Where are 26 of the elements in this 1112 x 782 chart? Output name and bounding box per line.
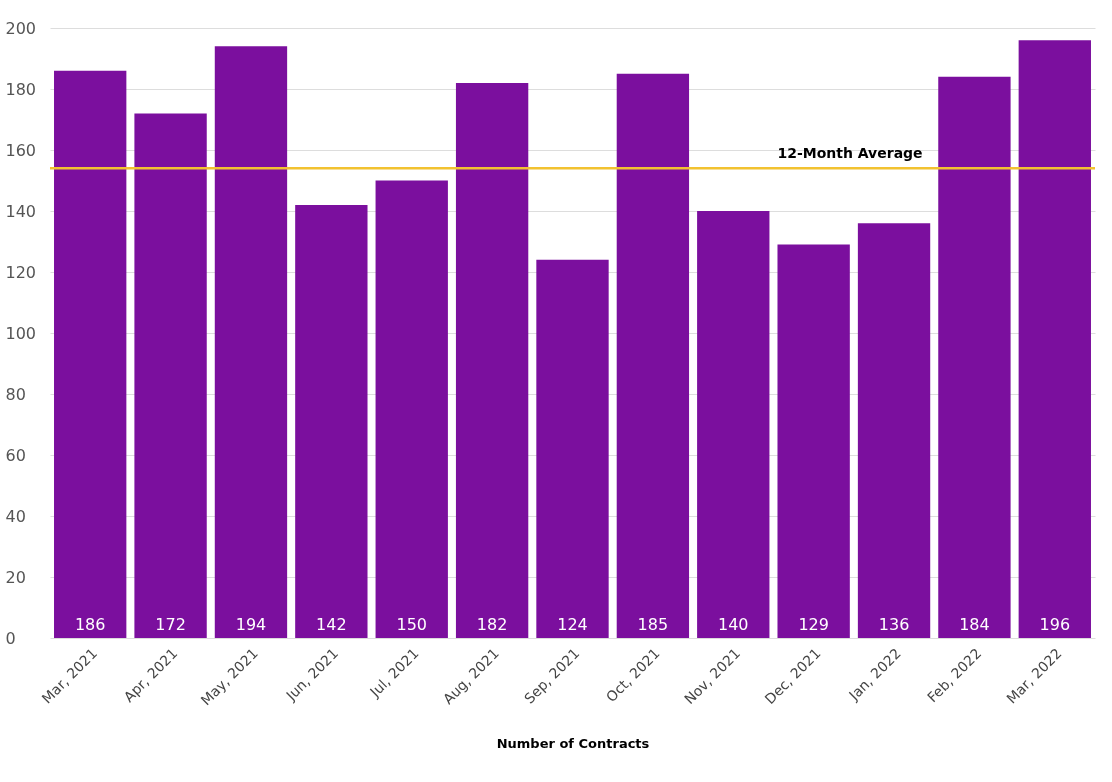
y-tick-label: 120 xyxy=(5,262,37,282)
data-label: 140 xyxy=(718,615,749,634)
y-tick-label: 0 xyxy=(5,628,16,648)
x-axis-title: Number of Contracts xyxy=(496,736,650,752)
y-tick-label: 80 xyxy=(5,384,26,404)
y-tick-label: 20 xyxy=(5,567,26,587)
data-label: 136 xyxy=(878,615,910,634)
data-label: 186 xyxy=(74,615,106,634)
data-label: 129 xyxy=(798,615,829,634)
data-label: 124 xyxy=(557,615,588,634)
data-label: 196 xyxy=(1039,615,1071,634)
y-tick-label: 200 xyxy=(5,18,37,38)
data-label: 142 xyxy=(316,615,347,634)
y-tick-label: 100 xyxy=(5,323,37,343)
data-label: 150 xyxy=(396,615,427,634)
data-label: 185 xyxy=(637,615,669,634)
y-tick-label: 160 xyxy=(5,140,37,160)
y-tick-label: 180 xyxy=(5,79,37,99)
data-label: 182 xyxy=(476,615,508,634)
data-label: 184 xyxy=(959,615,990,634)
y-tick-label: 40 xyxy=(5,506,26,526)
y-tick-label: 60 xyxy=(5,445,26,465)
data-label: 172 xyxy=(155,615,186,634)
data-label: 194 xyxy=(235,615,267,634)
ref-line-label: 12-Month Average xyxy=(777,145,923,162)
y-tick-label: 140 xyxy=(5,201,37,221)
